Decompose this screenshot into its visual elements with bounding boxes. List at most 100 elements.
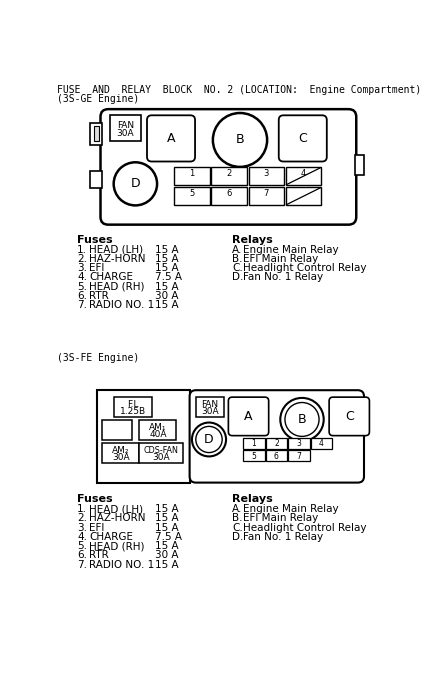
Text: 15 A: 15 A: [155, 254, 178, 264]
Circle shape: [280, 398, 324, 441]
Text: RTR: RTR: [89, 291, 108, 301]
Circle shape: [196, 426, 222, 453]
Text: Relays: Relays: [232, 494, 273, 504]
Text: 30A: 30A: [117, 129, 134, 138]
Text: 5.: 5.: [77, 282, 87, 292]
Circle shape: [192, 423, 226, 456]
Text: 30 A: 30 A: [155, 550, 178, 560]
Text: HEAD (LH): HEAD (LH): [89, 245, 143, 255]
Text: 1.: 1.: [77, 245, 87, 255]
Bar: [243, 450, 265, 461]
Bar: [266, 438, 287, 449]
Bar: [102, 420, 131, 440]
FancyBboxPatch shape: [190, 390, 364, 483]
Bar: [243, 438, 265, 449]
Bar: [94, 126, 99, 142]
Text: CDS-FAN: CDS-FAN: [143, 447, 178, 456]
Text: 7.5 A: 7.5 A: [155, 532, 182, 542]
Text: 15 A: 15 A: [155, 300, 178, 310]
Text: HEAD (RH): HEAD (RH): [89, 541, 144, 551]
Text: RADIO NO. 1: RADIO NO. 1: [89, 300, 154, 310]
Text: 15 A: 15 A: [155, 541, 178, 551]
Text: 30A: 30A: [201, 407, 219, 416]
Text: 4.: 4.: [77, 532, 87, 542]
Text: B.: B.: [232, 254, 243, 264]
Text: EFI Main Relay: EFI Main Relay: [243, 513, 318, 523]
Text: C: C: [299, 132, 307, 145]
Text: 6: 6: [226, 189, 232, 198]
Text: Relays: Relays: [232, 235, 273, 245]
Text: 5: 5: [189, 189, 194, 198]
Bar: [110, 115, 141, 142]
FancyBboxPatch shape: [229, 397, 269, 436]
Text: 15 A: 15 A: [155, 263, 178, 273]
Text: 3: 3: [296, 440, 302, 449]
Text: Headlight Control Relay: Headlight Control Relay: [243, 523, 367, 533]
Text: RADIO NO. 1: RADIO NO. 1: [89, 560, 154, 570]
Text: 30A: 30A: [112, 453, 130, 462]
Text: 5.: 5.: [77, 541, 87, 551]
Bar: [211, 187, 247, 206]
Text: A.: A.: [232, 504, 243, 514]
Text: 40A: 40A: [149, 430, 167, 439]
Circle shape: [114, 162, 157, 206]
Bar: [286, 167, 321, 186]
FancyBboxPatch shape: [147, 115, 195, 162]
Text: 7: 7: [264, 189, 269, 198]
Text: CHARGE: CHARGE: [89, 273, 133, 282]
Bar: [311, 438, 332, 449]
Text: HEAD (RH): HEAD (RH): [89, 282, 144, 292]
Text: CHARGE: CHARGE: [89, 532, 133, 542]
Bar: [248, 167, 284, 186]
Text: AM₁: AM₁: [149, 423, 167, 432]
Text: D: D: [130, 177, 140, 190]
Text: D: D: [204, 433, 214, 446]
Text: RTR: RTR: [89, 550, 108, 560]
Circle shape: [213, 113, 267, 167]
Bar: [114, 397, 152, 417]
Text: 6.: 6.: [77, 550, 87, 560]
Text: 15 A: 15 A: [155, 513, 178, 523]
Text: D.: D.: [232, 532, 244, 542]
Text: 7.5 A: 7.5 A: [155, 273, 182, 282]
Text: 2: 2: [274, 440, 279, 449]
Bar: [248, 187, 284, 206]
Text: 15 A: 15 A: [155, 560, 178, 570]
Text: 7.: 7.: [77, 300, 87, 310]
Text: 1: 1: [189, 169, 194, 178]
Text: B: B: [298, 413, 306, 426]
Circle shape: [285, 403, 319, 436]
Text: 7: 7: [296, 452, 302, 461]
Text: 3.: 3.: [77, 263, 87, 273]
Text: Headlight Control Relay: Headlight Control Relay: [243, 263, 367, 273]
Text: (3S-GE Engine): (3S-GE Engine): [57, 94, 140, 103]
Text: HAZ-HORN: HAZ-HORN: [89, 513, 146, 523]
Text: C: C: [345, 410, 354, 423]
Text: 15 A: 15 A: [155, 523, 178, 533]
Text: EFI: EFI: [89, 263, 104, 273]
Text: B.: B.: [232, 513, 243, 523]
Text: 2: 2: [226, 169, 232, 178]
Text: 6: 6: [274, 452, 279, 461]
Bar: [266, 450, 287, 461]
Text: 15 A: 15 A: [155, 245, 178, 255]
Text: Fuses: Fuses: [77, 235, 113, 245]
Text: 3: 3: [264, 169, 269, 178]
Bar: [288, 450, 310, 461]
Text: HEAD (LH): HEAD (LH): [89, 504, 143, 514]
Text: A.: A.: [232, 245, 243, 255]
Text: 15 A: 15 A: [155, 282, 178, 292]
Text: 15 A: 15 A: [155, 504, 178, 514]
Text: 30 A: 30 A: [155, 291, 178, 301]
Text: EFI: EFI: [89, 523, 104, 533]
FancyBboxPatch shape: [329, 397, 369, 436]
Text: 4: 4: [301, 169, 306, 178]
Text: 30A: 30A: [152, 453, 170, 462]
Text: 6.: 6.: [77, 291, 87, 301]
Text: 2.: 2.: [77, 254, 87, 264]
Text: HAZ-HORN: HAZ-HORN: [89, 254, 146, 264]
Text: 5: 5: [251, 452, 256, 461]
Text: 1: 1: [251, 440, 256, 449]
Bar: [196, 397, 224, 417]
Text: FAN: FAN: [201, 400, 218, 409]
